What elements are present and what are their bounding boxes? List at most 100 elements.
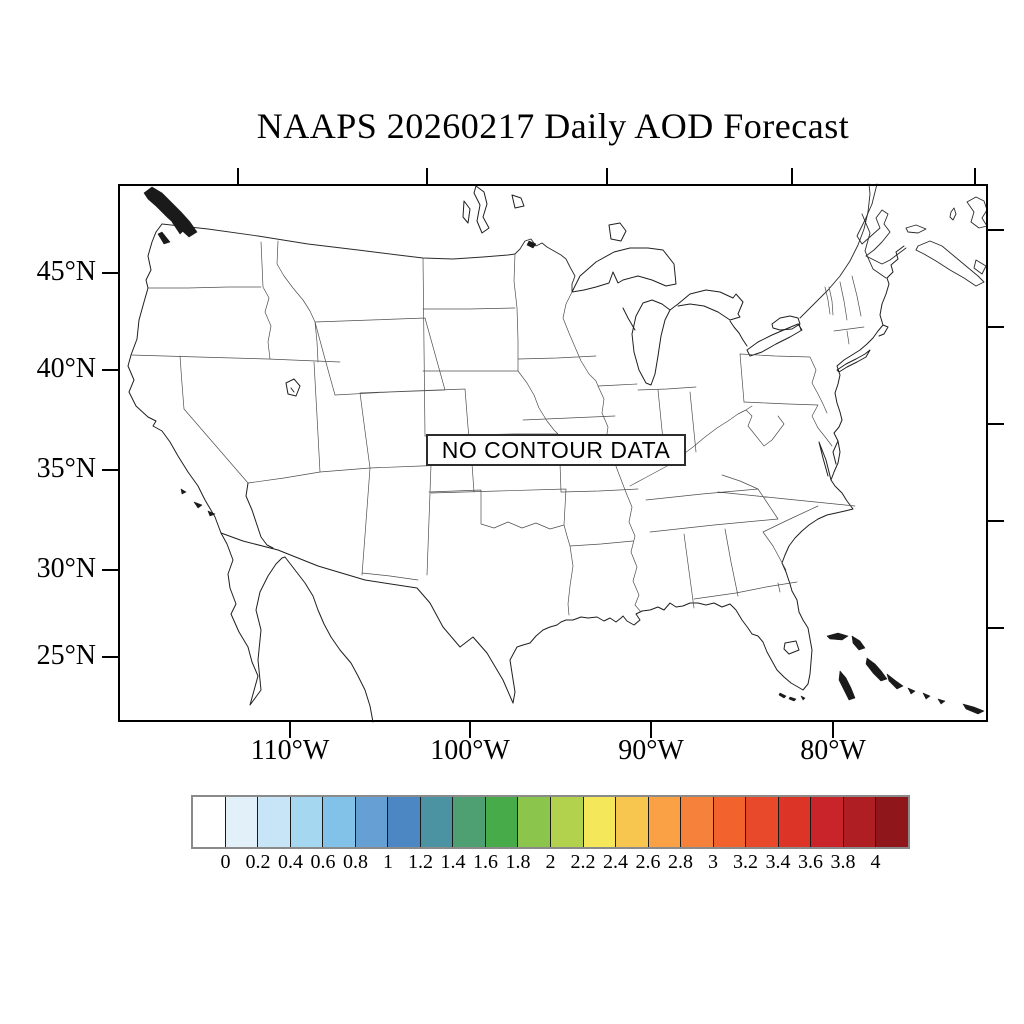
colorbar-tick-label: 0.4 <box>278 851 303 873</box>
colorbar-tick-label: 2.6 <box>635 851 661 873</box>
colorbar-cell <box>419 797 453 847</box>
colorado-river-path <box>245 482 274 549</box>
colorbar-tick-label: 1.4 <box>440 851 466 873</box>
pei-path <box>905 224 927 234</box>
maine-border-path <box>861 213 887 279</box>
state-borders-west-path <box>130 240 475 581</box>
great-salt-lake-path <box>285 378 301 397</box>
channel-islands-path <box>180 488 216 517</box>
lon-tick <box>650 722 652 738</box>
vancouver-island-path <box>143 186 198 245</box>
colorbar-cell <box>810 797 843 847</box>
colorbar-cell <box>647 797 681 847</box>
top-tick <box>606 168 608 184</box>
new-england-coast-path <box>879 245 905 326</box>
colorbar-tick-label: 1 <box>383 851 393 873</box>
lon-tick <box>469 722 471 738</box>
lat-tick <box>102 569 118 571</box>
nova-scotia-path <box>915 240 987 287</box>
lon-tick-label: 90°W <box>618 735 684 766</box>
right-tick <box>988 326 1004 328</box>
lon-tick <box>832 722 834 738</box>
colorbar-cell <box>712 797 746 847</box>
anticosti-path <box>949 207 957 221</box>
florida-keys-path <box>778 692 806 702</box>
colorbar-cell <box>517 797 551 847</box>
colorbar-cell <box>582 797 616 847</box>
lon-tick <box>289 722 291 738</box>
niagara-path <box>798 323 802 331</box>
colorbar-tick-label: 2 <box>545 851 556 873</box>
lat-tick-label: 30°N <box>36 553 96 584</box>
colorbar-tick-label: 0 <box>220 851 231 873</box>
lat-tick-label: 35°N <box>36 453 96 484</box>
colorbar-tick-label: 2.4 <box>603 851 628 873</box>
map-frame <box>118 184 988 722</box>
colorbar-tick-label: 1.2 <box>408 851 433 873</box>
lake-okeechobee-path <box>783 640 800 655</box>
colorbar-tick-label: 0.6 <box>310 851 336 873</box>
colorbar-tick-label: 2.2 <box>570 851 596 873</box>
colorbar-tick-label: 3.4 <box>765 851 791 873</box>
colorbar-cell <box>777 797 811 847</box>
lake-michigan-path <box>622 299 671 386</box>
right-tick <box>988 520 1004 522</box>
pacific-coast-path <box>127 223 222 534</box>
long-island-path <box>836 349 871 373</box>
top-tick <box>237 168 239 184</box>
lat-tick-label: 45°N <box>36 256 96 287</box>
lake-ontario-path <box>771 315 801 331</box>
lake-erie-path <box>746 323 803 357</box>
colorbar-tick-label: 3.2 <box>733 851 758 873</box>
page-title: NAAPS 20260217 Daily AOD Forecast <box>256 106 850 146</box>
colorbar-tick-label: 4 <box>870 851 881 873</box>
colorbar-cell <box>289 797 323 847</box>
colorbar-tick-label: 0.2 <box>245 851 271 873</box>
state-borders-east-path <box>739 275 865 447</box>
colorbar-labels: 0 0.2 0.4 0.6 0.8 1 1.2 1.4 1.6 1.8 2 2.2 2.4 2.6 2.8 3… <box>193 851 908 879</box>
colorbar-cell <box>680 797 713 847</box>
right-tick <box>988 627 1004 629</box>
lon-tick-label: 100°W <box>430 735 510 766</box>
colorbar-cell <box>875 797 909 847</box>
colorbar-cell <box>322 797 355 847</box>
colorbar-tick-label: 1.6 <box>473 851 498 873</box>
top-tick <box>426 168 428 184</box>
newfoundland-path <box>966 196 988 229</box>
gulf-atlantic-coast-path <box>509 324 889 704</box>
right-tick <box>988 423 1004 425</box>
lon-tick-label: 110°W <box>250 735 330 766</box>
colorbar-cell <box>354 797 388 847</box>
colorbar-cell <box>615 797 648 847</box>
lat-tick <box>102 369 118 371</box>
lat-tick-label: 40°N <box>36 353 96 384</box>
lat-tick-label: 25°N <box>36 640 96 671</box>
st-lawrence-north-path <box>856 183 907 265</box>
detroit-river-path <box>729 320 748 347</box>
lake-champlain-path <box>824 286 834 316</box>
no-contour-data-label: NO CONTOUR DATA <box>426 434 686 466</box>
top-tick <box>974 168 976 184</box>
colorbar-tick-label: 0.8 <box>343 851 368 873</box>
colorbar-cell <box>193 797 225 847</box>
lat-tick <box>102 272 118 274</box>
right-tick <box>988 229 1004 231</box>
st-lawrence-path <box>799 183 871 319</box>
colorbar-cell <box>452 797 485 847</box>
state-borders-south-path <box>645 474 856 609</box>
top-tick <box>791 168 793 184</box>
chesapeake-path <box>818 440 839 481</box>
colorbar-tick-label: 3.6 <box>798 851 823 873</box>
colorbar-cell <box>257 797 290 847</box>
colorbar-cell <box>550 797 583 847</box>
colorbar-cell <box>842 797 876 847</box>
lake-winnipeg-path <box>462 185 525 234</box>
lon-tick-label: 80°W <box>800 735 866 766</box>
bahamas-path <box>826 632 985 715</box>
mexico-border-path <box>220 532 514 704</box>
map-plot: NO CONTOUR DATA 45°N 40°N 35°N 30°N 25°N 110°… <box>37 168 1004 766</box>
baja-path <box>220 532 286 706</box>
colorbar-cell <box>484 797 518 847</box>
us-map <box>118 183 988 723</box>
